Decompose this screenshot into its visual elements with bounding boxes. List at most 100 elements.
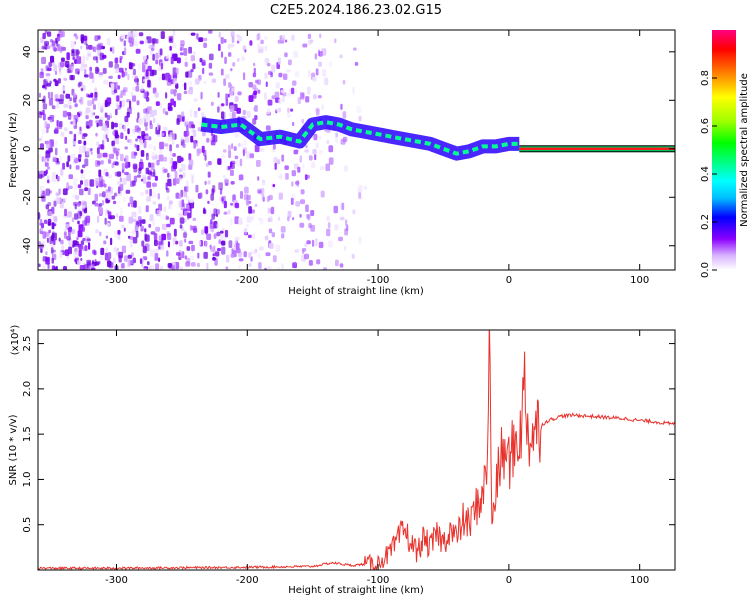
heatmap-cell bbox=[120, 207, 123, 216]
heatmap-cell bbox=[60, 239, 64, 245]
heatmap-cell bbox=[175, 240, 179, 245]
heatmap-cell bbox=[56, 120, 59, 127]
heatmap-cell bbox=[54, 94, 59, 102]
heatmap-cell bbox=[123, 47, 127, 55]
heatmap-cell bbox=[45, 73, 51, 77]
heatmap-cell bbox=[123, 227, 126, 232]
heatmap-cell bbox=[67, 155, 71, 162]
heatmap-cell bbox=[206, 137, 210, 143]
heatmap-cell bbox=[66, 161, 69, 168]
heatmap-cell bbox=[149, 188, 152, 197]
heatmap-cell bbox=[94, 115, 100, 119]
heatmap-cell bbox=[221, 246, 226, 255]
spectrogram-frame bbox=[37, 29, 676, 271]
heatmap-cell bbox=[102, 133, 106, 141]
heatmap-cell bbox=[76, 260, 81, 265]
heatmap-cell bbox=[294, 261, 297, 265]
heatmap-cell bbox=[245, 223, 249, 228]
heatmap-cell bbox=[201, 59, 206, 66]
heatmap-cell bbox=[172, 67, 177, 74]
x-tick-label: 0 bbox=[506, 575, 512, 586]
heatmap-cell bbox=[64, 249, 69, 257]
heatmap-cell bbox=[165, 92, 168, 99]
heatmap-cell bbox=[258, 262, 262, 269]
heatmap-cell bbox=[41, 264, 46, 270]
top-x-ticks: -300 -200 -100 0 100 bbox=[105, 30, 649, 286]
heatmap-cell bbox=[137, 216, 142, 221]
heatmap-cell bbox=[132, 68, 136, 76]
heatmap-cell bbox=[335, 132, 338, 138]
heatmap-cell bbox=[125, 189, 131, 194]
heatmap-cell bbox=[280, 226, 286, 233]
heatmap-cell bbox=[133, 200, 137, 208]
heatmap-cell bbox=[189, 108, 193, 117]
heatmap-cell bbox=[42, 109, 45, 116]
heatmap-cell bbox=[105, 172, 109, 177]
heatmap-cell bbox=[203, 80, 207, 85]
heatmap-cell bbox=[46, 237, 49, 243]
heatmap-cell bbox=[150, 162, 155, 171]
heatmap-cell bbox=[185, 71, 189, 78]
heatmap-cell bbox=[284, 52, 288, 58]
heatmap-cell bbox=[301, 118, 304, 124]
heatmap-cell bbox=[38, 137, 42, 142]
heatmap-cell bbox=[95, 229, 99, 234]
heatmap-cell bbox=[311, 161, 316, 169]
y-tick-label: 1.0 bbox=[22, 471, 33, 487]
heatmap-cell bbox=[162, 126, 168, 132]
heatmap-cell bbox=[135, 230, 139, 238]
heatmap-cell bbox=[124, 121, 129, 127]
heatmap-cell bbox=[171, 53, 174, 59]
heatmap-cell bbox=[79, 265, 85, 270]
heatmap-cell bbox=[54, 80, 59, 87]
heatmap-cell bbox=[251, 233, 255, 240]
heatmap-cell bbox=[151, 44, 155, 51]
heatmap-cell bbox=[291, 181, 294, 187]
heatmap-cell bbox=[206, 233, 212, 240]
heatmap-cell bbox=[300, 199, 305, 205]
heatmap-cell bbox=[226, 254, 230, 263]
heatmap-cell bbox=[134, 125, 140, 133]
heatmap-cell bbox=[51, 257, 54, 264]
heatmap-cell bbox=[159, 48, 163, 56]
heatmap-cell bbox=[125, 135, 128, 141]
heatmap-cell bbox=[238, 174, 244, 181]
heatmap-cell bbox=[170, 89, 174, 95]
heatmap-cell bbox=[169, 45, 172, 51]
heatmap-cell bbox=[77, 220, 80, 225]
heatmap-cell bbox=[218, 182, 223, 190]
heatmap-cell bbox=[238, 258, 244, 262]
heatmap-cell bbox=[107, 260, 112, 268]
heatmap-cell bbox=[172, 153, 176, 157]
heatmap-cell bbox=[292, 121, 295, 127]
heatmap-cell bbox=[151, 191, 157, 199]
heatmap-cell bbox=[207, 180, 211, 185]
heatmap-cell bbox=[57, 125, 63, 130]
heatmap-cell bbox=[66, 112, 72, 116]
heatmap-cell bbox=[204, 155, 207, 161]
heatmap-cell bbox=[211, 78, 217, 83]
heatmap-cell bbox=[131, 252, 134, 257]
heatmap-cell bbox=[247, 111, 251, 119]
heatmap-cell bbox=[307, 174, 310, 179]
heatmap-cell bbox=[265, 196, 269, 202]
heatmap-cell bbox=[358, 185, 363, 193]
heatmap-cell bbox=[165, 216, 170, 220]
heatmap-cell bbox=[106, 37, 111, 46]
heatmap-cell bbox=[116, 171, 122, 177]
heatmap-cell bbox=[334, 38, 337, 44]
heatmap-cell bbox=[96, 147, 100, 154]
heatmap-cell bbox=[80, 87, 84, 92]
heatmap-cell bbox=[76, 236, 79, 241]
y-tick-label: 2.5 bbox=[22, 336, 33, 352]
heatmap-cell bbox=[248, 263, 252, 267]
heatmap-cell bbox=[307, 69, 311, 78]
heatmap-cell bbox=[320, 190, 325, 198]
heatmap-cell bbox=[228, 150, 232, 159]
heatmap-cell bbox=[71, 244, 75, 249]
heatmap-cell bbox=[121, 162, 125, 171]
heatmap-cell bbox=[41, 56, 46, 64]
heatmap-cell bbox=[356, 105, 362, 113]
heatmap-cell bbox=[211, 227, 214, 233]
heatmap-cell bbox=[318, 135, 322, 140]
